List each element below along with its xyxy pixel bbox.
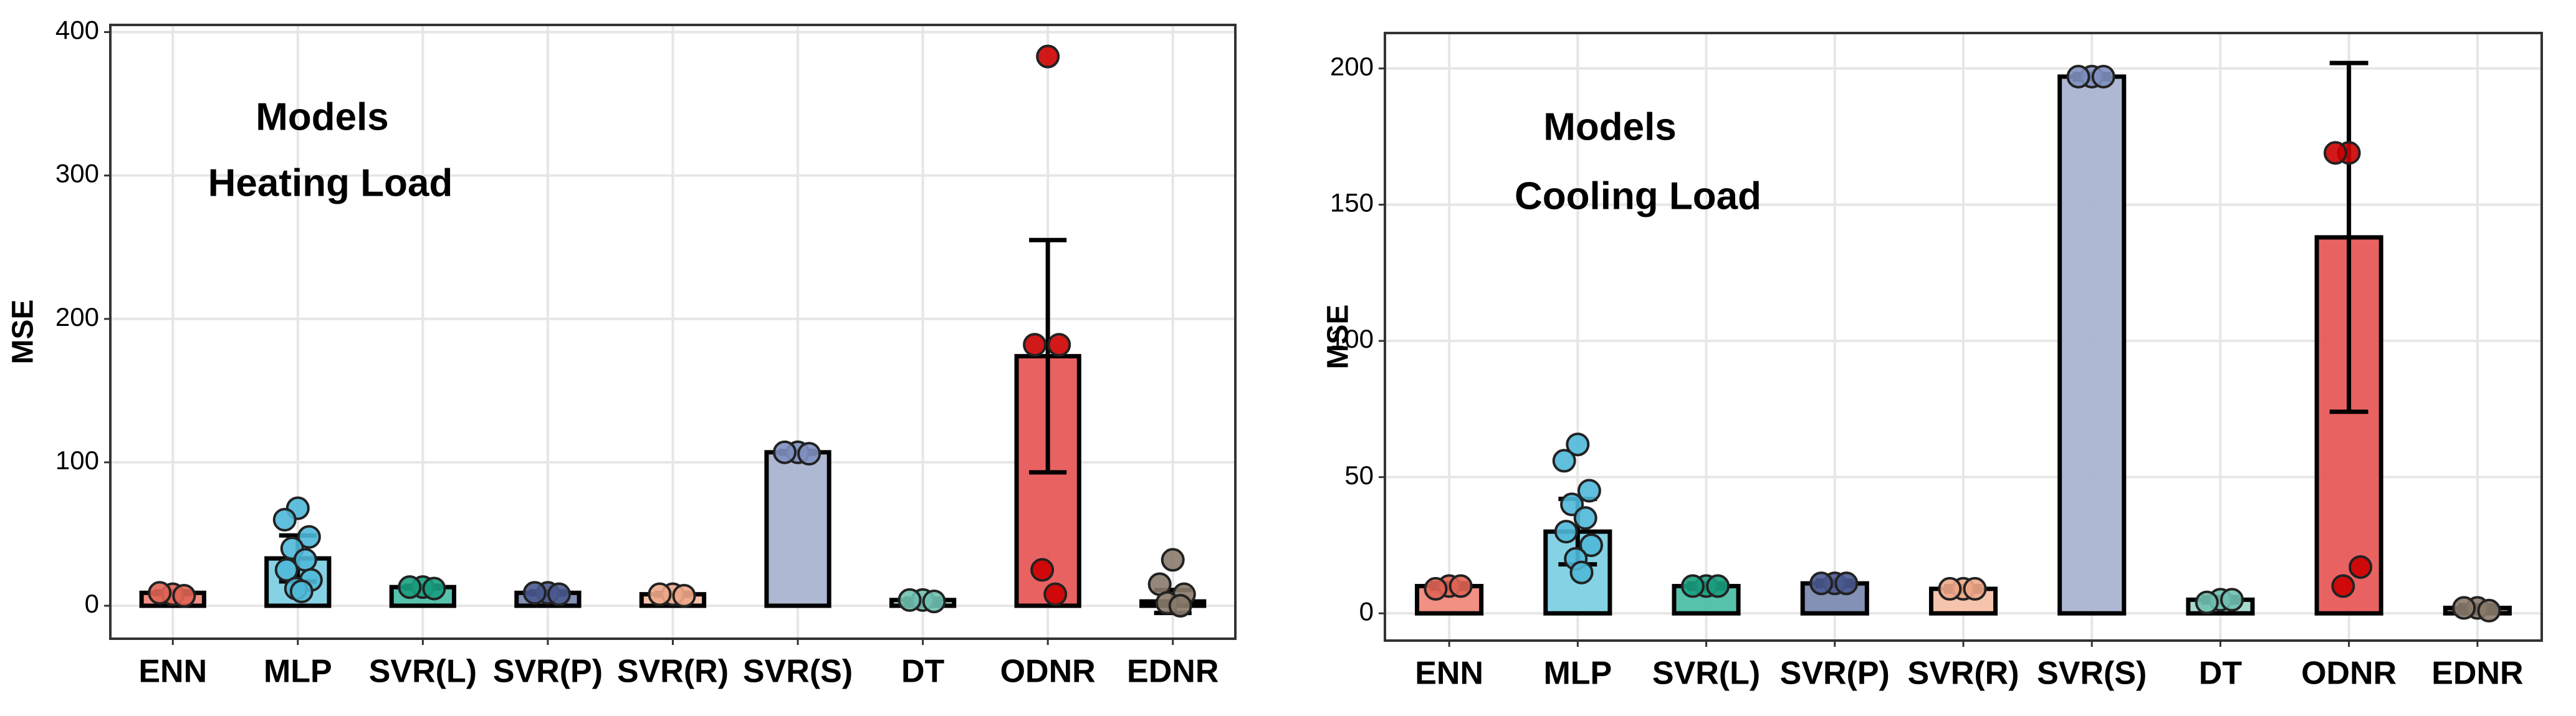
error-bar <box>2329 60 2368 414</box>
plot-border <box>109 24 1237 640</box>
y-tick-label: 50 <box>1344 461 1374 490</box>
data-point <box>289 580 314 604</box>
data-point <box>1554 520 1578 544</box>
data-point <box>2324 141 2348 165</box>
data-point <box>1030 558 1055 582</box>
data-point <box>398 575 422 599</box>
y-tick-label: 200 <box>55 302 99 332</box>
error-bar <box>1029 237 1067 475</box>
y-tick-label: 400 <box>55 16 99 45</box>
data-point <box>148 581 172 605</box>
data-point <box>1680 574 1705 598</box>
data-point <box>1043 582 1068 606</box>
data-point <box>672 583 696 608</box>
y-tick-label: 0 <box>85 589 99 618</box>
data-point <box>922 590 946 614</box>
x-tick-label: EDNR <box>2431 656 2523 692</box>
bar <box>2057 74 2127 616</box>
x-tick-label: SVR(R) <box>617 654 729 690</box>
data-point <box>2066 64 2090 88</box>
data-point <box>274 558 299 582</box>
data-point <box>172 583 196 608</box>
data-point <box>1573 506 1597 530</box>
annotation: Models <box>1543 105 1677 148</box>
y-axis-label: MSE <box>1322 304 1355 369</box>
x-tick-label: EDNR <box>1127 654 1219 690</box>
y-tick-label: 200 <box>1330 52 1374 81</box>
x-tick-label: SVR(S) <box>2037 656 2147 692</box>
data-point <box>1706 574 1730 598</box>
data-point <box>2195 590 2219 614</box>
data-point <box>1938 576 1962 601</box>
annotation: Cooling Load <box>1515 174 1761 217</box>
data-point <box>547 582 571 606</box>
data-point <box>648 582 672 606</box>
data-point <box>2477 598 2501 623</box>
data-point <box>1809 571 1834 596</box>
data-point <box>522 581 547 605</box>
data-point <box>2220 588 2244 612</box>
data-point <box>2331 574 2355 598</box>
data-point <box>1834 571 1859 596</box>
y-tick-label: 100 <box>1330 324 1374 353</box>
data-point <box>2349 555 2373 579</box>
bar <box>764 450 831 608</box>
x-tick-label: SVR(P) <box>1780 656 1890 692</box>
annotation: Models <box>256 95 389 138</box>
data-point <box>1424 576 1448 601</box>
data-point <box>1047 333 1071 357</box>
data-point <box>1161 548 1185 572</box>
y-tick-label: 300 <box>55 159 99 188</box>
data-point <box>1448 574 1473 598</box>
data-point <box>772 440 797 464</box>
x-tick-label: ODNR <box>2301 656 2396 692</box>
y-tick-label: 100 <box>55 446 99 475</box>
x-tick-label: ODNR <box>1000 654 1096 690</box>
data-point <box>1023 333 1047 357</box>
x-tick-label: ENN <box>1415 656 1483 692</box>
x-tick-label: MLP <box>1543 656 1612 692</box>
data-point <box>272 507 297 532</box>
data-point <box>898 588 922 612</box>
data-point <box>1552 449 1576 473</box>
data-point <box>1036 44 1060 69</box>
data-point <box>1168 594 1192 618</box>
x-tick-label: SVR(S) <box>743 654 853 690</box>
data-point <box>1579 533 1603 557</box>
chart-panel: 0 100 200 300 400 ENN MLP SVR(L) SVR(P) SVR(R) SVR… <box>7 16 1237 690</box>
chart-panel: 0 50 100 150 200 ENN MLP SVR(L) SVR(P) SVR(R) SVR(… <box>1322 32 2543 692</box>
x-tick-label: SVR(R) <box>1907 656 2019 692</box>
x-tick-label: MLP <box>264 654 332 690</box>
y-tick-label: 0 <box>1359 596 1374 626</box>
data-point <box>797 442 821 466</box>
data-point <box>2452 596 2476 620</box>
data-point <box>422 576 446 601</box>
data-point <box>1577 479 1601 503</box>
y-axis-label: MSE <box>7 299 40 364</box>
y-tick-label: 150 <box>1330 188 1374 217</box>
data-point <box>1569 560 1594 585</box>
x-tick-label: ENN <box>138 654 207 690</box>
x-tick-label: SVR(L) <box>1652 656 1760 692</box>
data-point <box>2091 64 2115 88</box>
data-point <box>1963 576 1987 601</box>
annotation: Heating Load <box>208 161 453 204</box>
data-point <box>297 525 321 549</box>
plot-border <box>1384 32 2543 642</box>
x-tick-label: DT <box>901 654 945 690</box>
x-tick-label: SVR(L) <box>369 654 477 690</box>
data-point <box>1566 432 1590 457</box>
x-tick-label: SVR(P) <box>493 654 603 690</box>
x-tick-label: DT <box>2199 656 2243 692</box>
